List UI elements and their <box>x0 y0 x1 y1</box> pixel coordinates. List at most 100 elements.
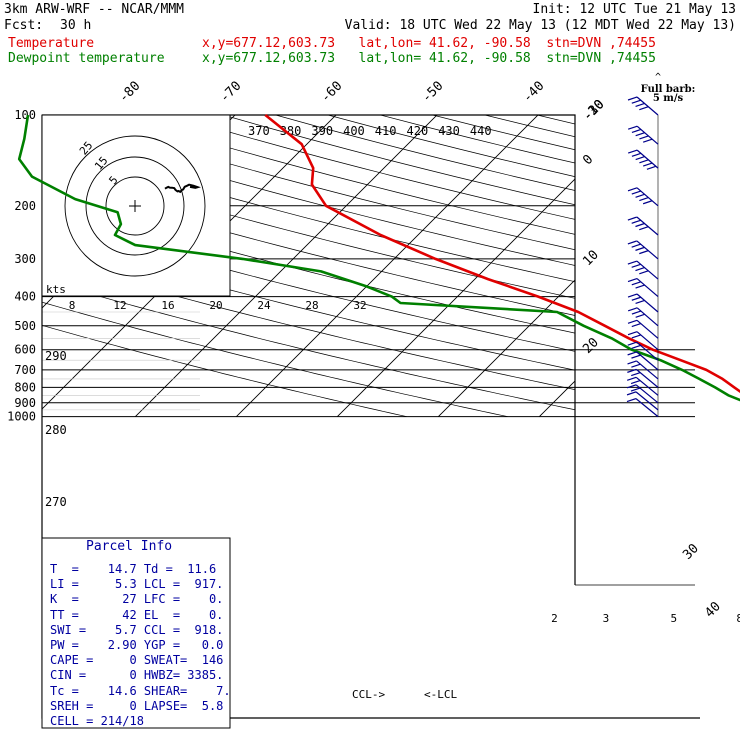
wind-barb-staff <box>636 240 659 260</box>
wind-barb-flag <box>627 351 637 356</box>
theta-e-label: 380 <box>280 124 302 138</box>
wind-barb-flag <box>635 102 645 108</box>
theta-side-label: 270 <box>45 495 67 509</box>
theta-e-label: 400 <box>343 124 365 138</box>
isotherm-top-label: -50 <box>419 79 446 106</box>
wind-barb <box>627 341 659 361</box>
wind-barb-flag <box>635 193 645 198</box>
wind-barb-staff <box>635 391 659 411</box>
wind-barb-staff <box>635 368 659 388</box>
pressure-tick-label: 300 <box>14 252 36 266</box>
wind-barb-flag <box>631 219 641 224</box>
wind-barb-flag <box>631 354 641 359</box>
wind-barb-staff <box>636 260 659 280</box>
init-time: Init: 12 UTC Tue 21 May 13 <box>532 2 737 17</box>
wind-barb-flag <box>639 226 649 231</box>
mixing-ratio-label: 2 <box>551 612 558 625</box>
isobar-lines <box>42 114 695 418</box>
wind-barb <box>627 278 659 298</box>
barb-legend: Full barb: 5 m/s <box>632 85 704 104</box>
wind-barb-flag <box>631 296 641 301</box>
dry-adiabat-line <box>42 115 609 417</box>
pressure-tick-label: 100 <box>14 108 36 122</box>
moist-adiabat-lines <box>186 312 740 417</box>
wind-barb-flag <box>635 132 645 137</box>
pressure-tick-label: 800 <box>14 380 36 394</box>
barb-north-marker: ^ <box>655 72 661 83</box>
wind-barb-flag <box>627 331 638 336</box>
parcel-info-row: K = 27 LFC = 0. <box>50 592 224 607</box>
pressure-tick-label: 400 <box>14 290 36 304</box>
wind-barb-flag <box>631 281 641 286</box>
wind-barb-flag <box>627 360 637 365</box>
wind-barb-flag <box>639 135 649 140</box>
isotherm-side-label: 40 <box>702 599 724 621</box>
isotherm-line <box>135 115 505 417</box>
hodograph-ring <box>64 135 206 277</box>
barb-legend-value: 5 m/s <box>652 93 684 104</box>
parcel-info-row: CIN = 0 HWBZ= 3385. <box>50 668 224 683</box>
wind-barb <box>627 187 659 207</box>
wind-barb <box>627 368 659 388</box>
wind-barb <box>627 216 659 236</box>
pressure-tick-label: 600 <box>14 343 36 357</box>
wind-barb-flag <box>631 363 641 368</box>
wind-barb-staff <box>636 293 659 313</box>
wind-barb <box>626 398 659 418</box>
sounding-series <box>17 113 740 402</box>
temperature-location: x,y=677.12,603.73 lat,lon= 41.62, -90.58… <box>202 36 656 51</box>
wind-barb-flag <box>627 149 638 154</box>
dry-adiabat-line <box>484 115 740 417</box>
wind-barb-staff <box>636 278 659 298</box>
hodograph-kts-tick: 28 <box>305 299 318 312</box>
mixing-ratio-label: 3 <box>603 612 610 625</box>
isotherm-line <box>337 115 707 417</box>
wind-barb-flag <box>627 216 638 221</box>
wind-barb-flag <box>642 138 653 143</box>
wind-barb-staff <box>636 187 659 207</box>
wind-barb-staff <box>636 125 659 145</box>
mixing-ratio-lines <box>467 350 740 417</box>
pressure-tick-label: 500 <box>14 319 36 333</box>
wind-barb-flag <box>627 240 638 245</box>
pressure-tick-label: 200 <box>14 199 36 213</box>
forecast-label: Fcst: <box>4 18 44 33</box>
isotherm-top-label: -40 <box>520 79 547 106</box>
wind-barb-flag <box>631 322 641 328</box>
isotherm-top-label: -70 <box>217 79 244 106</box>
wind-barb-flag <box>631 334 641 339</box>
series-line-temperature <box>264 113 740 394</box>
wind-barb <box>626 376 659 396</box>
parcel-info-row: CAPE = 0 SWEAT= 146 <box>50 653 224 668</box>
wind-barb-flag <box>642 200 653 205</box>
wind-barb-flag <box>627 307 638 312</box>
isotherm-line <box>236 115 606 417</box>
wind-barb-flag <box>642 162 653 167</box>
wind-barb-flag <box>635 246 645 251</box>
theta-e-label: 420 <box>407 124 429 138</box>
wind-barb-staff <box>635 376 659 396</box>
wind-barb-flag <box>626 391 637 396</box>
mixing-ratio-label: 8 <box>736 612 740 625</box>
hodograph-kts-tick: 24 <box>257 299 271 312</box>
wind-barb <box>627 351 659 371</box>
isotherm-side-label: -10 <box>580 97 607 124</box>
wind-barb <box>627 331 659 351</box>
wind-barb <box>627 149 659 170</box>
wind-barb-flag <box>639 106 649 111</box>
hodograph-trace <box>164 183 201 194</box>
hodograph-ring-label: 15 <box>92 154 110 173</box>
series-line-dewpoint <box>17 114 740 402</box>
lcl-annotation: <-LCL <box>424 688 457 701</box>
wind-barb-flag <box>627 187 638 192</box>
wind-barb <box>627 360 659 380</box>
forecast-hour: 30 h <box>60 18 92 33</box>
parcel-box <box>41 537 231 729</box>
dewpoint-legend: Dewpoint temperature <box>8 51 165 66</box>
parcel-info-row: SREH = 0 LAPSE= 5.8 <box>50 698 224 713</box>
dewpoint-location: x,y=677.12,603.73 lat,lon= 41.62, -90.58… <box>202 51 656 66</box>
wind-barb-flag <box>631 263 641 268</box>
wind-barb-staff <box>636 216 659 236</box>
wind-barb <box>627 96 659 116</box>
wind-barb <box>626 384 659 404</box>
